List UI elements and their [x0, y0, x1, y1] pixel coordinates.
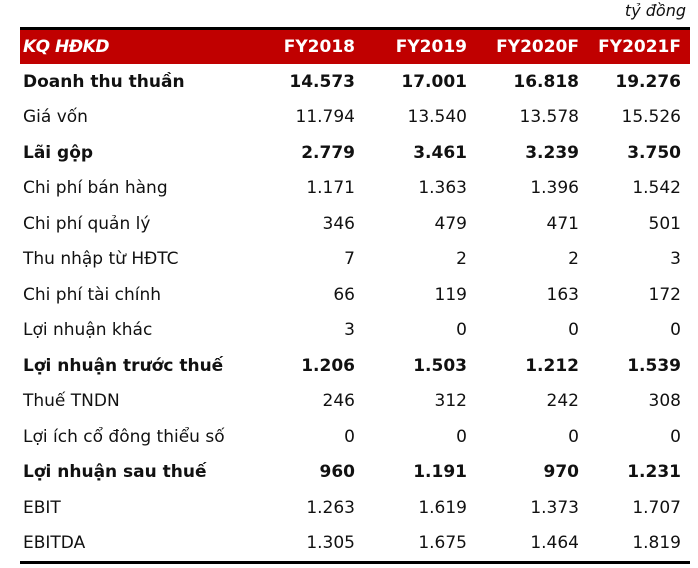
row-value: 13.540 [407, 107, 467, 128]
table-row: Thuế TNDN 246 312 242 308 [20, 384, 690, 420]
table-row: Doanh thu thuần 14.573 17.001 16.818 19.276 [20, 64, 690, 100]
row-value: 1.231 [627, 462, 681, 483]
row-value: 1.305 [306, 533, 355, 554]
row-value: 16.818 [513, 71, 579, 92]
table-header: KQ HĐKD FY2018 FY2019 FY2020F FY2021F [20, 30, 690, 64]
row-value: 1.819 [632, 533, 681, 554]
row-value: 0 [344, 426, 355, 447]
row-label: Lãi gộp [23, 142, 94, 163]
row-value: 172 [648, 284, 681, 305]
column-header: FY2019 [395, 37, 467, 57]
column-header: FY2021F [598, 37, 681, 57]
row-value: 3.750 [627, 142, 681, 163]
row-label: Chi phí quản lý [23, 213, 151, 234]
row-value: 1.363 [418, 178, 467, 199]
table-row: Thu nhập từ HĐTC 7 2 2 3 [20, 242, 690, 278]
row-label: Lợi nhuận sau thuế [23, 462, 207, 483]
row-value: 3.239 [525, 142, 579, 163]
table-row: EBIT 1.263 1.619 1.373 1.707 [20, 490, 690, 526]
row-value: 1.464 [530, 533, 579, 554]
row-value: 163 [546, 284, 579, 305]
row-label: Doanh thu thuần [23, 71, 185, 92]
row-label: Chi phí bán hàng [23, 178, 168, 199]
row-value: 3.461 [413, 142, 467, 163]
row-value: 7 [344, 249, 355, 270]
row-value: 246 [322, 391, 355, 412]
table-row: Lợi nhuận sau thuế 960 1.191 970 1.231 [20, 455, 690, 491]
row-value: 15.526 [621, 107, 681, 128]
row-label: Lợi ích cổ đông thiểu số [23, 426, 225, 447]
row-value: 1.503 [413, 355, 467, 376]
row-label: Giá vốn [23, 107, 88, 128]
row-value: 1.212 [525, 355, 579, 376]
row-value: 242 [546, 391, 579, 412]
row-value: 0 [568, 320, 579, 341]
table-row: Giá vốn 11.794 13.540 13.578 15.526 [20, 100, 690, 136]
row-value: 1.539 [627, 355, 681, 376]
unit-label: tỷ đồng [624, 1, 686, 20]
header-label: KQ HĐKD [23, 37, 109, 57]
row-value: 119 [434, 284, 467, 305]
row-value: 1.191 [413, 462, 467, 483]
row-value: 2 [568, 249, 579, 270]
row-value: 312 [434, 391, 467, 412]
row-label: Lợi nhuận trước thuế [23, 355, 224, 376]
row-value: 3 [670, 249, 681, 270]
table-row: Chi phí bán hàng 1.171 1.363 1.396 1.542 [20, 171, 690, 207]
row-value: 0 [456, 426, 467, 447]
row-value: 66 [333, 284, 355, 305]
row-value: 2 [456, 249, 467, 270]
row-label: Lợi nhuận khác [23, 320, 153, 341]
row-value: 346 [322, 213, 355, 234]
row-value: 1.206 [301, 355, 355, 376]
row-value: 1.619 [418, 497, 467, 518]
row-value: 1.675 [418, 533, 467, 554]
row-label: Thu nhập từ HĐTC [23, 249, 179, 270]
row-value: 19.276 [615, 71, 681, 92]
table-row: Lợi ích cổ đông thiểu số 0 0 0 0 [20, 419, 690, 455]
row-value: 0 [670, 320, 681, 341]
row-label: Thuế TNDN [23, 391, 120, 412]
row-value: 17.001 [401, 71, 467, 92]
row-value: 14.573 [289, 71, 355, 92]
table-row: Lợi nhuận khác 3 0 0 0 [20, 313, 690, 349]
row-value: 2.779 [301, 142, 355, 163]
row-value: 13.578 [519, 107, 579, 128]
column-header: FY2018 [283, 37, 355, 57]
row-label: EBIT [23, 497, 61, 518]
table-row: Lãi gộp 2.779 3.461 3.239 3.750 [20, 135, 690, 171]
table-body: Doanh thu thuần 14.573 17.001 16.818 19.276 G… [20, 64, 690, 561]
row-value: 3 [344, 320, 355, 341]
row-label: Chi phí tài chính [23, 284, 162, 305]
row-value: 1.171 [306, 178, 355, 199]
row-value: 0 [568, 426, 579, 447]
row-value: 479 [434, 213, 467, 234]
row-value: 0 [456, 320, 467, 341]
row-value: 1.707 [632, 497, 681, 518]
row-value: 501 [648, 213, 681, 234]
row-value: 471 [546, 213, 579, 234]
row-value: 11.794 [295, 107, 355, 128]
table-row: Lợi nhuận trước thuế 1.206 1.503 1.212 1.539 [20, 348, 690, 384]
row-value: 960 [319, 462, 356, 483]
row-value: 1.373 [530, 497, 579, 518]
row-value: 308 [648, 391, 681, 412]
table-row: EBITDA 1.305 1.675 1.464 1.819 [20, 526, 690, 562]
row-value: 1.542 [632, 178, 681, 199]
column-header: FY2020F [496, 37, 579, 57]
row-value: 1.396 [530, 178, 579, 199]
row-value: 1.263 [306, 497, 355, 518]
row-label: EBITDA [23, 533, 86, 554]
row-value: 0 [670, 426, 681, 447]
row-value: 970 [543, 462, 580, 483]
table-row: Chi phí quản lý 346 479 471 501 [20, 206, 690, 242]
table-row: Chi phí tài chính 66 119 163 172 [20, 277, 690, 313]
income-statement-table: KQ HĐKD FY2018 FY2019 FY2020F FY2021F Do… [20, 27, 690, 564]
